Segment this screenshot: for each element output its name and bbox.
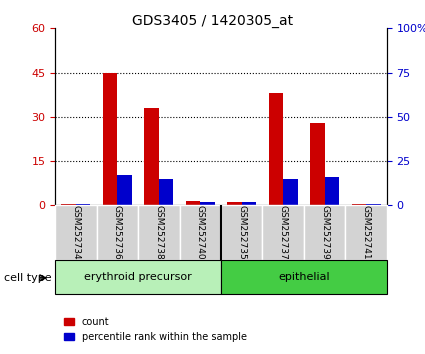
Bar xyxy=(366,204,380,205)
FancyBboxPatch shape xyxy=(96,205,138,260)
Bar xyxy=(283,179,298,205)
Bar xyxy=(227,202,242,205)
Bar xyxy=(186,201,200,205)
Text: cell type: cell type xyxy=(4,273,52,283)
Text: erythroid precursor: erythroid precursor xyxy=(84,272,192,282)
Bar xyxy=(103,73,117,205)
Bar xyxy=(269,93,283,205)
Text: GSM252735: GSM252735 xyxy=(237,205,246,260)
Legend: count, percentile rank within the sample: count, percentile rank within the sample xyxy=(60,313,250,346)
Text: GSM252736: GSM252736 xyxy=(113,205,122,260)
Bar xyxy=(144,108,159,205)
Text: epithelial: epithelial xyxy=(278,272,330,282)
Text: GSM252734: GSM252734 xyxy=(71,205,80,260)
Text: GSM252740: GSM252740 xyxy=(196,205,205,260)
FancyBboxPatch shape xyxy=(55,260,221,294)
Bar xyxy=(310,123,325,205)
Bar xyxy=(242,202,256,205)
Bar xyxy=(62,204,76,205)
Text: GDS3405 / 1420305_at: GDS3405 / 1420305_at xyxy=(132,14,293,28)
FancyBboxPatch shape xyxy=(345,205,387,260)
FancyBboxPatch shape xyxy=(221,205,262,260)
Text: GSM252739: GSM252739 xyxy=(320,205,329,260)
Bar xyxy=(159,179,173,205)
Bar xyxy=(76,204,91,205)
FancyBboxPatch shape xyxy=(221,260,387,294)
Bar xyxy=(117,175,132,205)
Text: GSM252737: GSM252737 xyxy=(279,205,288,260)
FancyBboxPatch shape xyxy=(304,205,345,260)
Text: GSM252741: GSM252741 xyxy=(362,205,371,260)
FancyBboxPatch shape xyxy=(138,205,179,260)
Text: GSM252738: GSM252738 xyxy=(154,205,163,260)
Bar xyxy=(200,202,215,205)
FancyBboxPatch shape xyxy=(55,205,96,260)
FancyBboxPatch shape xyxy=(262,205,304,260)
Bar xyxy=(325,177,339,205)
FancyBboxPatch shape xyxy=(179,205,221,260)
